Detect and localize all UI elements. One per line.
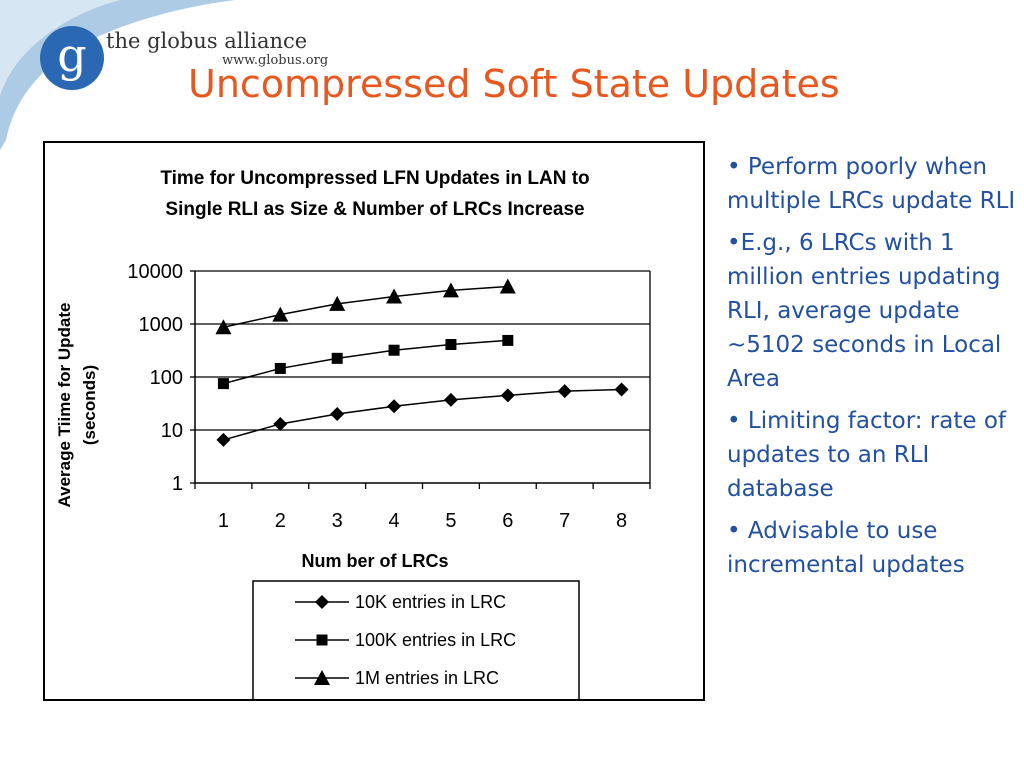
y-axis-label-line-2: (seconds) [80, 365, 99, 445]
chart-frame: Time for Uncompressed LFN Updates in LAN… [43, 141, 705, 701]
y-tick-label: 10000 [127, 261, 183, 283]
x-tick-label: 6 [502, 510, 513, 532]
data-point-diamond [330, 407, 345, 422]
y-axis-label-line-1: Average Tiime for Update [55, 302, 74, 507]
x-tick-label: 4 [389, 510, 400, 532]
legend-label: 1M entries in LRC [355, 668, 499, 688]
data-point-triangle [386, 288, 403, 304]
org-url: www.globus.org [222, 53, 329, 68]
org-name: the globus alliance [106, 29, 308, 53]
data-point-square [217, 378, 229, 390]
legend: 10K entries in LRC 100K entries in LRC 1M … [252, 580, 580, 699]
x-tick-label: 1 [218, 510, 229, 532]
x-tick-label: 2 [275, 510, 286, 532]
data-point-diamond [273, 416, 288, 431]
data-point-triangle [442, 282, 459, 298]
legend-marker-square [316, 634, 328, 646]
data-point-square [445, 339, 457, 351]
data-point-square [388, 344, 400, 356]
y-tick-label: 1 [172, 473, 183, 495]
data-point-square [502, 334, 514, 346]
data-point-triangle [215, 319, 232, 335]
chart-title-line-2: Single RLI as Size & Number of LRCs Incr… [165, 199, 584, 220]
y-tick-label: 1000 [139, 314, 184, 336]
bullet-item: • Perform poorly when multiple LRCs upda… [727, 154, 1016, 214]
data-point-diamond [500, 388, 515, 403]
slide-title: Uncompressed Soft State Updates [188, 62, 840, 106]
series-line-triangle [223, 285, 508, 328]
data-point-triangle [329, 295, 346, 311]
bullet-item: • Advisable to use incremental updates [727, 518, 965, 578]
y-tick-label: 100 [150, 367, 183, 389]
data-point-square [331, 352, 343, 364]
bullet-item: • Limiting factor: rate of updates to an… [727, 408, 1007, 502]
chart: Time for Uncompressed LFN Updates in LAN… [55, 168, 651, 699]
data-point-diamond [614, 382, 629, 397]
bullet-item: •E.g., 6 LRCs with 1 million entries upd… [727, 230, 1002, 392]
chart-title-line-1: Time for Uncompressed LFN Updates in LAN… [160, 168, 589, 189]
legend-label: 100K entries in LRC [355, 630, 516, 650]
globus-logo [40, 26, 104, 90]
legend-marker-diamond [315, 595, 329, 609]
data-point-square [274, 362, 286, 374]
series-line-square [223, 339, 508, 385]
data-point-diamond [557, 384, 572, 399]
x-tick-label: 3 [332, 510, 343, 532]
legend-marker-triangle [314, 670, 330, 685]
plot-area: 1 10 100 1000 10000 1 2 3 4 5 6 7 8 [127, 261, 651, 532]
x-tick-label: 5 [445, 510, 456, 532]
logo-letter: g [57, 28, 87, 82]
x-tick-label: 8 [616, 510, 627, 532]
series-line-diamond [223, 388, 622, 441]
x-tick-label: 7 [559, 510, 570, 532]
data-point-diamond [216, 432, 231, 447]
legend-label: 10K entries in LRC [355, 592, 506, 612]
x-axis-label: Num ber of LRCs [301, 551, 448, 571]
data-point-triangle [272, 306, 289, 322]
bullet-list: • Perform poorly when multiple LRCs upda… [727, 150, 1017, 590]
data-point-diamond [387, 399, 402, 414]
data-point-diamond [443, 392, 458, 407]
data-point-triangle [499, 278, 516, 294]
y-tick-label: 10 [161, 420, 183, 442]
